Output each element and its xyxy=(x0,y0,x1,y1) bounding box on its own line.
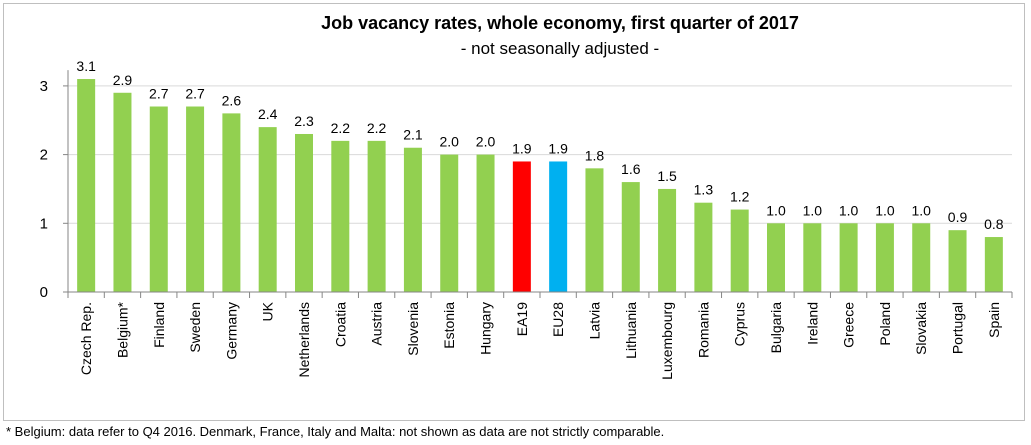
bar-uk xyxy=(258,127,277,293)
bar-finland xyxy=(149,106,168,292)
bar-belgium xyxy=(113,92,132,293)
bar-croatia xyxy=(331,140,350,292)
bar-eu28 xyxy=(549,161,568,292)
data-label: 1.0 xyxy=(911,202,931,218)
data-label: 1.5 xyxy=(657,168,677,184)
x-tick-label: Slovenia xyxy=(405,302,421,356)
data-label: 2.2 xyxy=(367,120,387,136)
y-tick-label: 0 xyxy=(40,284,48,301)
x-tick-label: Germany xyxy=(223,302,239,360)
bar-greece xyxy=(839,223,858,292)
bar-chart: Job vacancy rates, whole economy, first … xyxy=(40,13,1013,380)
bar-ea19 xyxy=(512,161,531,292)
y-tick-label: 1 xyxy=(40,215,48,232)
data-label: 2.3 xyxy=(294,113,314,129)
x-tick-label: Ireland xyxy=(804,302,820,345)
x-tick-label: Poland xyxy=(877,302,893,346)
data-label: 1.3 xyxy=(694,182,714,198)
data-label: 1.0 xyxy=(875,202,895,218)
x-tick-label: Netherlands xyxy=(296,302,312,378)
bar-slovakia xyxy=(912,223,931,292)
data-label: 2.9 xyxy=(113,72,133,88)
data-label: 1.6 xyxy=(621,161,641,177)
bar-latvia xyxy=(585,168,604,292)
x-tick-label: Luxembourg xyxy=(659,302,675,380)
bar-czech-rep xyxy=(77,79,96,292)
x-tick-label: Czech Rep. xyxy=(78,302,94,375)
data-label: 2.7 xyxy=(185,86,205,102)
x-tick-label: Spain xyxy=(986,302,1002,338)
y-tick-label: 3 xyxy=(40,78,48,95)
x-tick-label: Portugal xyxy=(950,302,966,354)
x-tick-label: Bulgaria xyxy=(768,302,784,354)
bar-netherlands xyxy=(295,133,313,292)
bar-luxembourg xyxy=(658,188,677,292)
data-label: 0.9 xyxy=(948,209,968,225)
bar-germany xyxy=(222,113,241,292)
data-label: 2.4 xyxy=(258,106,278,122)
bar-lithuania xyxy=(621,182,640,292)
data-label: 2.1 xyxy=(403,127,423,143)
data-label: 1.0 xyxy=(766,202,786,218)
bar-austria xyxy=(367,140,386,292)
bar-spain xyxy=(984,237,1003,292)
x-tick-label: Romania xyxy=(695,302,711,358)
bar-estonia xyxy=(440,154,459,292)
x-tick-label: UK xyxy=(260,301,276,321)
data-label: 1.8 xyxy=(585,147,605,163)
x-tick-label: Hungary xyxy=(478,302,494,355)
data-label: 1.9 xyxy=(548,140,568,156)
data-label: 1.2 xyxy=(730,189,750,205)
data-label: 2.0 xyxy=(439,134,459,150)
bar-ireland xyxy=(803,223,822,292)
bar-slovenia xyxy=(403,147,422,292)
x-tick-label: Belgium* xyxy=(114,301,130,358)
bar-romania xyxy=(694,202,713,292)
x-tick-label: Estonia xyxy=(441,302,457,349)
chart-title: Job vacancy rates, whole economy, first … xyxy=(321,13,799,33)
x-tick-label: Austria xyxy=(369,302,385,346)
x-tick-label: Latvia xyxy=(586,302,602,340)
bar-portugal xyxy=(948,230,967,292)
bar-sweden xyxy=(186,106,205,292)
y-tick-label: 2 xyxy=(40,147,48,164)
x-tick-label: EA19 xyxy=(514,302,530,336)
data-label: 1.9 xyxy=(512,140,532,156)
bar-poland xyxy=(875,223,894,292)
data-label: 2.0 xyxy=(476,134,496,150)
x-tick-label: Croatia xyxy=(332,302,348,347)
data-label: 3.1 xyxy=(76,58,96,74)
chart-subtitle: - not seasonally adjusted - xyxy=(461,39,659,58)
data-label: 1.0 xyxy=(803,202,823,218)
x-tick-label: EU28 xyxy=(550,302,566,337)
footnote: * Belgium: data refer to Q4 2016. Denmar… xyxy=(6,424,665,439)
data-label: 2.7 xyxy=(149,86,169,102)
chart-frame xyxy=(3,3,1025,421)
data-label: 2.6 xyxy=(222,92,242,108)
bar-cyprus xyxy=(730,209,749,292)
data-label: 1.0 xyxy=(839,202,859,218)
x-tick-label: Greece xyxy=(841,302,857,348)
data-label: 0.8 xyxy=(984,216,1004,232)
x-tick-label: Sweden xyxy=(187,302,203,353)
x-tick-label: Slovakia xyxy=(913,302,929,355)
x-tick-label: Finland xyxy=(151,302,167,348)
x-tick-label: Cyprus xyxy=(732,302,748,346)
bar-bulgaria xyxy=(767,223,785,292)
x-tick-label: Lithuania xyxy=(623,302,639,359)
bar-hungary xyxy=(476,154,495,292)
data-label: 2.2 xyxy=(331,120,351,136)
